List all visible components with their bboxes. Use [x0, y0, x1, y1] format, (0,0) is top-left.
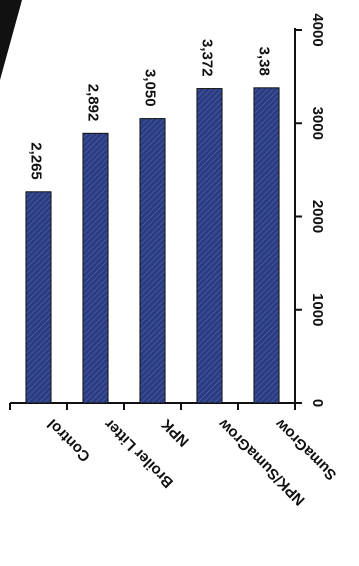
photo-shadow [0, 0, 22, 80]
value-label: 2,265 [28, 142, 45, 180]
y-tick-label: 3000 [309, 107, 326, 140]
value-label: 3,372 [199, 39, 216, 77]
bar [82, 132, 109, 404]
y-tick-label: 2000 [309, 200, 326, 233]
x-tick-label: Control [44, 415, 94, 465]
value-label: 2,892 [85, 84, 102, 122]
x-tick-label: NPK [158, 415, 193, 450]
bar [139, 118, 166, 404]
y-tick-label: 4000 [309, 13, 326, 46]
value-label: 3,38 [256, 47, 273, 76]
y-tick-label: 1000 [309, 293, 326, 326]
bar [25, 191, 52, 404]
y-tick-label: 0 [309, 399, 326, 407]
value-label: 3,050 [142, 69, 159, 107]
bar [196, 88, 223, 404]
bar [253, 87, 280, 404]
